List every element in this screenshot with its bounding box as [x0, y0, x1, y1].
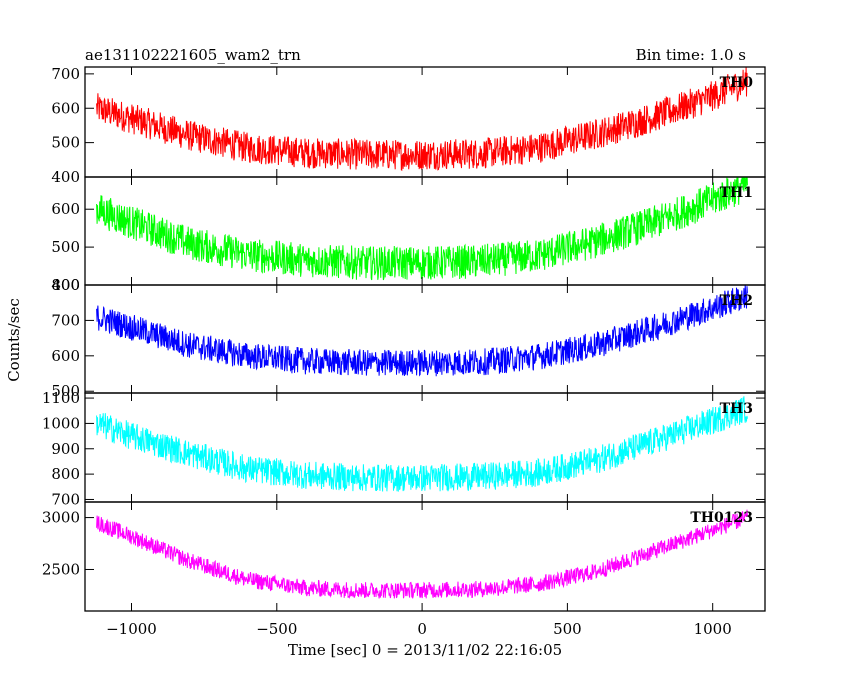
channel-label-th2: TH2 [720, 293, 753, 309]
y-axis-label: Counts/sec [5, 298, 23, 382]
panel-th1: 400 500 600 TH1 [51, 176, 766, 294]
y-tick-label: 700 [51, 311, 80, 329]
panel-th0123: 2500 3000 TH0123 [42, 501, 766, 612]
series-line-th0123 [96, 509, 748, 600]
panel-th3: 700 800 900 1000 1100 TH3 [42, 389, 766, 508]
panel-frame [84, 284, 766, 394]
y-tick-label: 400 [51, 168, 80, 186]
x-axis: −1000 −500 0 500 1000 [106, 620, 732, 638]
channel-label-th0123: TH0123 [690, 510, 753, 526]
x-tick-label: −500 [256, 620, 297, 638]
panel-th2: 500 600 700 800 TH2 [51, 276, 766, 400]
y-tick-label: 500 [51, 238, 80, 256]
series-line-th2 [96, 285, 748, 377]
y-tick-label: 600 [51, 347, 80, 365]
y-tick-label: 900 [51, 440, 80, 458]
y-tick-label: 700 [51, 65, 80, 83]
y-tick-label: 1100 [42, 389, 80, 407]
x-tick-label: 500 [553, 620, 582, 638]
y-tick-label: 500 [51, 134, 80, 152]
y-tick-label: 600 [51, 200, 80, 218]
y-tick-label: 1000 [42, 414, 80, 432]
x-tick-label: −1000 [106, 620, 157, 638]
x-axis-label: Time [sec] 0 = 2013/11/02 22:16:05 [288, 641, 562, 659]
series-line-th0 [96, 67, 748, 171]
panel-th0: 400 500 600 700 TH0 [51, 65, 766, 186]
y-tick-label: 500 [51, 382, 80, 400]
y-tick-label: 600 [51, 99, 80, 117]
bin-time-label: Bin time: 1.0 s [636, 46, 746, 64]
y-tick-label: 3000 [42, 509, 80, 527]
y-tick-label: 800 [51, 276, 80, 294]
panel-frame [84, 501, 766, 612]
x-tick-label: 1000 [694, 620, 732, 638]
y-tick-label: 2500 [42, 560, 80, 578]
y-tick-label: 400 [51, 276, 80, 294]
channel-label-th0: TH0 [720, 75, 754, 91]
y-tick-label: 700 [51, 490, 80, 508]
y-tick-label: 800 [51, 465, 80, 483]
x-tick-label: 0 [417, 620, 427, 638]
channel-label-th3: TH3 [720, 401, 753, 417]
series-line-th1 [96, 177, 748, 281]
panel-stack: 400 500 600 700 TH0 400 500 600 TH1 500 600 700 800 T… [42, 65, 766, 612]
chart-title: ae131102221605_wam2_trn [85, 46, 301, 64]
series-line-th3 [96, 396, 748, 492]
channel-label-th1: TH1 [720, 185, 753, 201]
